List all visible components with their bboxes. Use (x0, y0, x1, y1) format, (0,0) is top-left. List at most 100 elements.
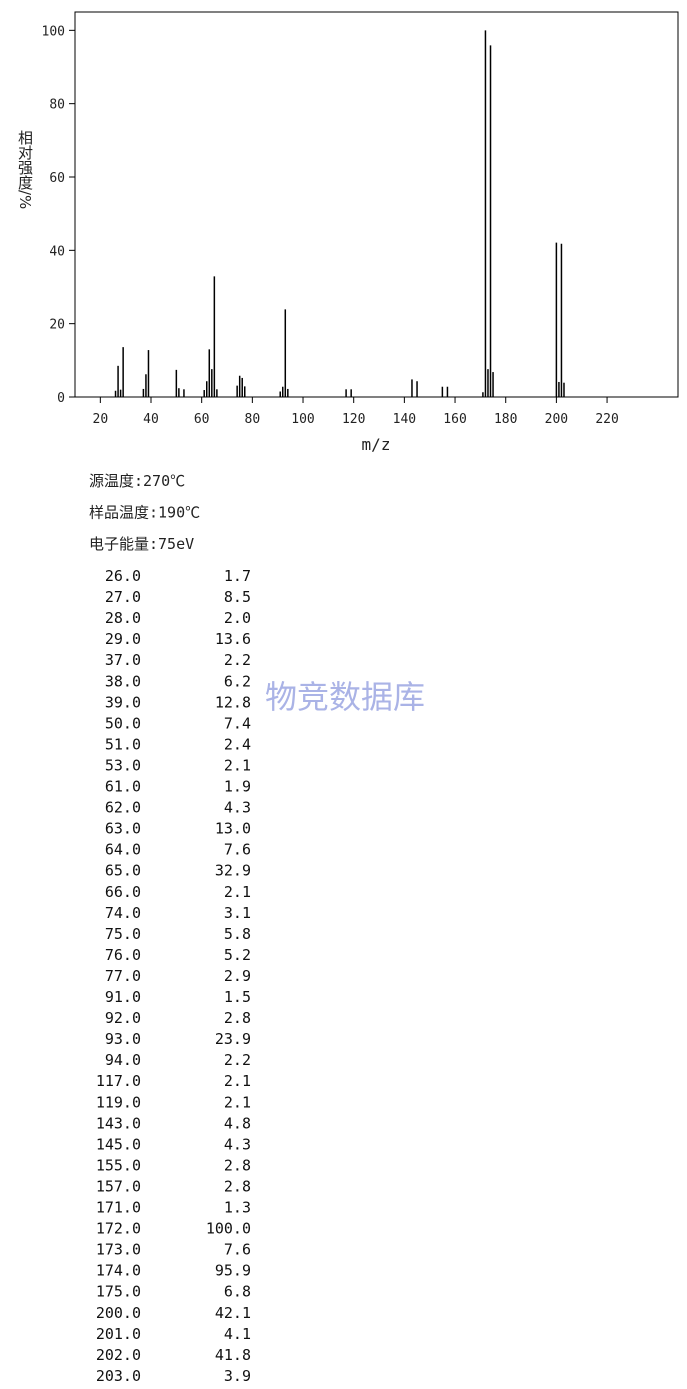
intensity-cell: 2.2 (224, 1051, 251, 1069)
intensity-cell: 7.4 (224, 714, 251, 732)
mz-cell: 39.0 (105, 693, 141, 711)
x-tick-label: 160 (443, 412, 466, 427)
mz-cell: 53.0 (105, 756, 141, 774)
intensity-cell: 41.8 (215, 1346, 251, 1364)
mz-cell: 76.0 (105, 946, 141, 964)
mz-cell: 174.0 (96, 1262, 141, 1280)
intensity-cell: 2.8 (224, 1009, 251, 1027)
intensity-cell: 1.3 (224, 1199, 251, 1217)
mz-cell: 74.0 (105, 904, 141, 922)
x-tick-label: 80 (245, 412, 261, 427)
mz-cell: 200.0 (96, 1304, 141, 1322)
intensity-cell: 5.2 (224, 946, 251, 964)
intensity-cell: 2.0 (224, 609, 251, 627)
y-tick-label: 0 (57, 391, 65, 406)
mz-cell: 175.0 (96, 1283, 141, 1301)
intensity-cell: 4.8 (224, 1114, 251, 1132)
intensity-cell: 4.3 (224, 799, 251, 817)
intensity-cell: 2.1 (224, 883, 251, 901)
y-tick-label: 60 (49, 171, 65, 186)
mz-cell: 203.0 (96, 1367, 141, 1385)
intensity-cell: 3.1 (224, 904, 251, 922)
mz-cell: 201.0 (96, 1325, 141, 1343)
intensity-cell: 2.9 (224, 967, 251, 985)
mz-cell: 37.0 (105, 651, 141, 669)
mz-cell: 171.0 (96, 1199, 141, 1217)
intensity-cell: 4.1 (224, 1325, 251, 1343)
mz-cell: 64.0 (105, 841, 141, 859)
intensity-cell: 6.8 (224, 1283, 251, 1301)
x-tick-label: 180 (494, 412, 517, 427)
intensity-cell: 5.8 (224, 925, 251, 943)
mz-cell: 26.0 (105, 567, 141, 585)
intensity-cell: 12.8 (215, 693, 251, 711)
mz-cell: 145.0 (96, 1135, 141, 1153)
intensity-cell: 3.9 (224, 1367, 251, 1385)
condition: 电子能量:75eV (89, 535, 194, 553)
intensity-cell: 23.9 (215, 1030, 251, 1048)
intensity-cell: 13.0 (215, 820, 251, 838)
intensity-cell: 2.1 (224, 1072, 251, 1090)
mz-cell: 202.0 (96, 1346, 141, 1364)
intensity-cell: 95.9 (215, 1262, 251, 1280)
intensity-cell: 4.3 (224, 1135, 251, 1153)
intensity-cell: 100.0 (206, 1220, 251, 1238)
mz-cell: 28.0 (105, 609, 141, 627)
mz-cell: 172.0 (96, 1220, 141, 1238)
x-tick-label: 40 (143, 412, 159, 427)
intensity-cell: 6.2 (224, 672, 251, 690)
y-axis-label: 相对强度/% (16, 130, 34, 209)
mz-cell: 27.0 (105, 588, 141, 606)
x-tick-label: 120 (342, 412, 365, 427)
y-tick-label: 40 (49, 244, 65, 259)
intensity-cell: 2.8 (224, 1156, 251, 1174)
mz-cell: 173.0 (96, 1241, 141, 1259)
mz-cell: 77.0 (105, 967, 141, 985)
intensity-cell: 13.6 (215, 630, 251, 648)
mz-cell: 65.0 (105, 862, 141, 880)
x-tick-label: 100 (291, 412, 314, 427)
mz-cell: 66.0 (105, 883, 141, 901)
mz-cell: 93.0 (105, 1030, 141, 1048)
x-tick-label: 140 (393, 412, 416, 427)
intensity-cell: 7.6 (224, 1241, 251, 1259)
mz-cell: 157.0 (96, 1177, 141, 1195)
mz-cell: 155.0 (96, 1156, 141, 1174)
x-tick-label: 200 (545, 412, 568, 427)
intensity-cell: 42.1 (215, 1304, 251, 1322)
condition: 样品温度:190℃ (89, 504, 200, 522)
intensity-cell: 1.5 (224, 988, 251, 1006)
mz-cell: 29.0 (105, 630, 141, 648)
y-tick-label: 20 (49, 318, 65, 333)
y-tick-label: 80 (49, 98, 65, 113)
x-tick-label: 220 (595, 412, 618, 427)
mz-cell: 63.0 (105, 820, 141, 838)
condition: 源温度:270℃ (89, 472, 185, 490)
intensity-cell: 2.1 (224, 756, 251, 774)
mz-cell: 51.0 (105, 735, 141, 753)
mz-cell: 75.0 (105, 925, 141, 943)
intensity-cell: 1.9 (224, 778, 251, 796)
mz-cell: 91.0 (105, 988, 141, 1006)
mz-cell: 92.0 (105, 1009, 141, 1027)
intensity-cell: 32.9 (215, 862, 251, 880)
mz-cell: 61.0 (105, 778, 141, 796)
plot-frame (74, 11, 679, 398)
mz-cell: 62.0 (105, 799, 141, 817)
intensity-cell: 8.5 (224, 588, 251, 606)
x-tick-label: 60 (194, 412, 210, 427)
intensity-cell: 2.8 (224, 1177, 251, 1195)
intensity-cell: 1.7 (224, 567, 251, 585)
mz-cell: 143.0 (96, 1114, 141, 1132)
watermark: 物竞数据库 (265, 678, 425, 716)
y-tick-label: 100 (42, 24, 65, 39)
x-tick-label: 20 (93, 412, 109, 427)
intensity-cell: 7.6 (224, 841, 251, 859)
mz-cell: 38.0 (105, 672, 141, 690)
intensity-cell: 2.1 (224, 1093, 251, 1111)
intensity-cell: 2.2 (224, 651, 251, 669)
intensity-cell: 2.4 (224, 735, 251, 753)
x-axis-label: m/z (362, 435, 391, 454)
